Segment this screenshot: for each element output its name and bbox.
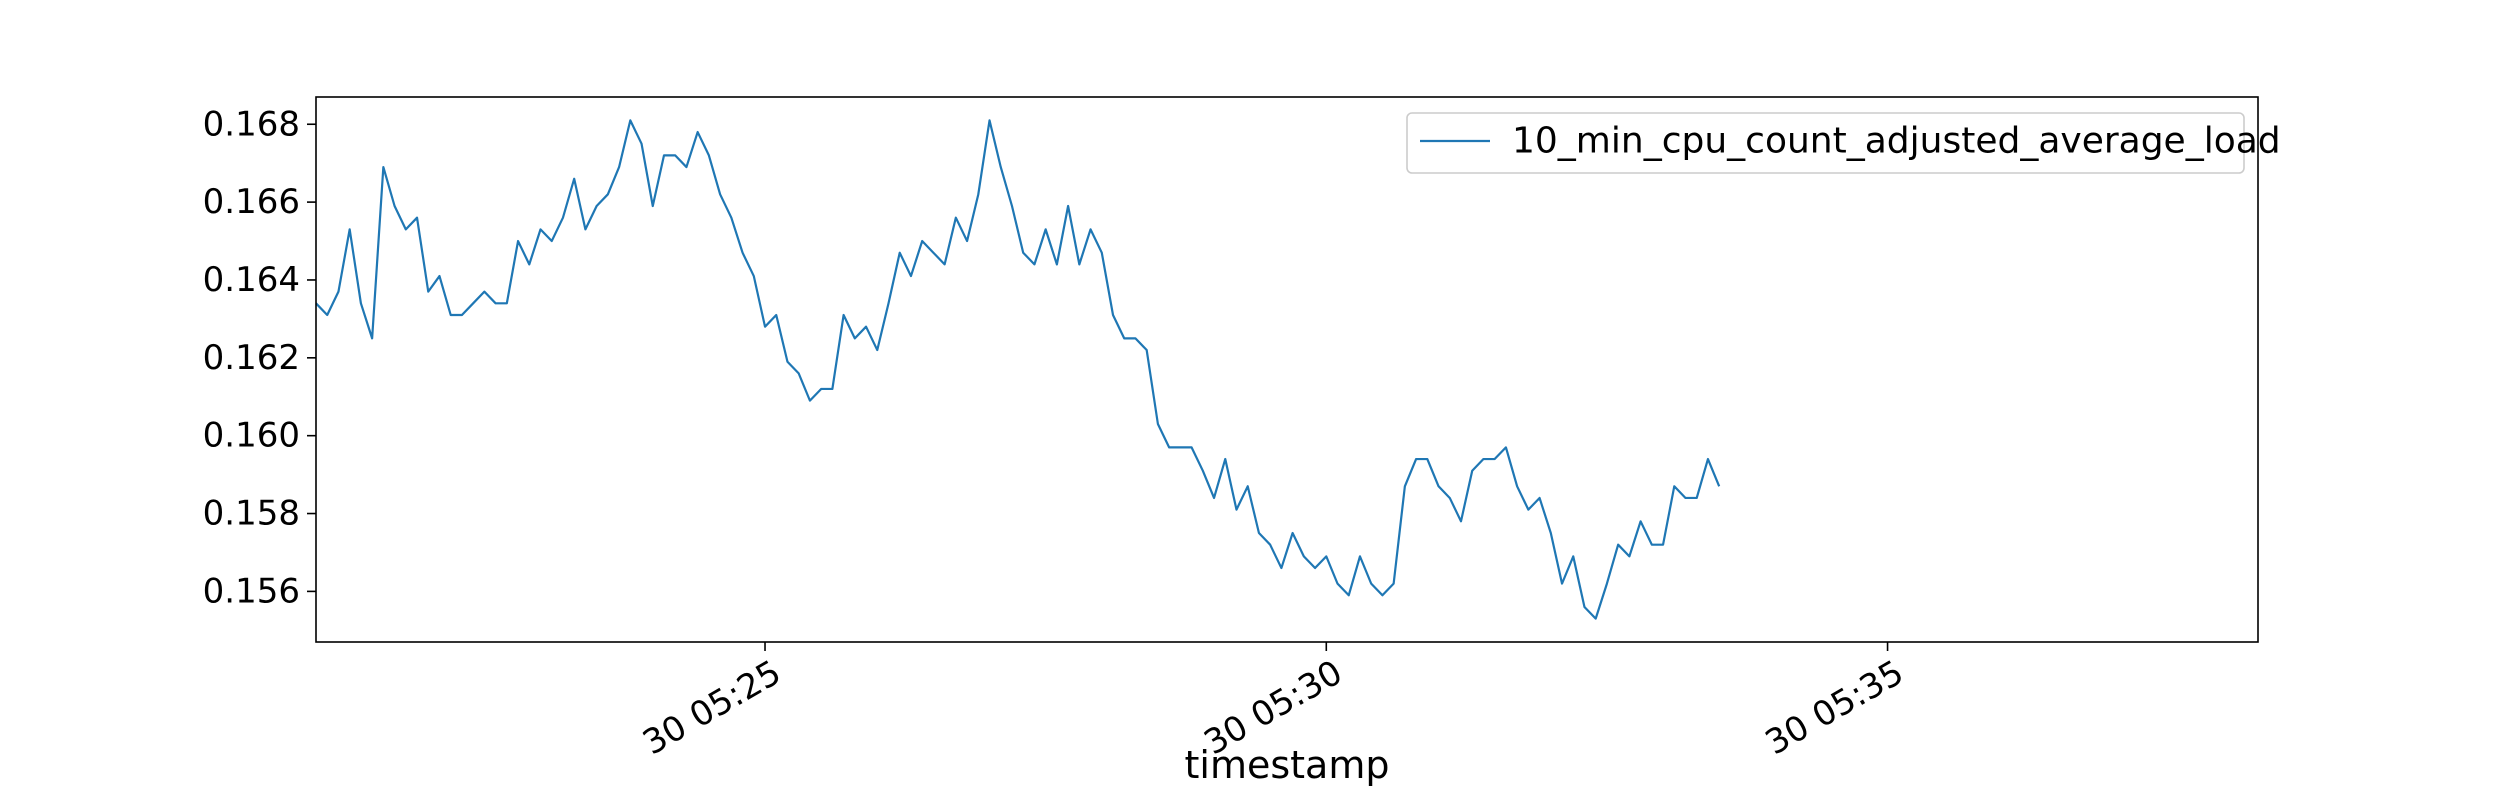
plot-area	[315, 119, 1721, 620]
legend: 10_min_cpu_count_adjusted_average_load	[1406, 112, 2281, 174]
legend-box	[1406, 112, 2245, 174]
plot-frame	[315, 96, 2259, 643]
x-tick-label: 30 05:25	[636, 653, 788, 764]
series-line-0	[315, 119, 1721, 620]
y-axis: 0.156 0.158 0.160 0.162 0.164 0.166 0.168	[203, 104, 316, 611]
y-tick-label: 0.158	[203, 494, 300, 534]
y-tick-label: 0.160	[203, 416, 300, 456]
y-tick-label: 0.166	[203, 182, 300, 222]
y-tick-label: 0.168	[203, 104, 300, 144]
legend-label: 10_min_cpu_count_adjusted_average_load	[1512, 121, 2281, 162]
x-axis-label: timestamp	[1185, 743, 1390, 787]
x-tick-label: 30 05:35	[1759, 653, 1911, 764]
y-tick-label: 0.164	[203, 260, 300, 300]
y-tick-label: 0.162	[203, 338, 300, 378]
y-tick-label: 0.156	[203, 571, 300, 611]
